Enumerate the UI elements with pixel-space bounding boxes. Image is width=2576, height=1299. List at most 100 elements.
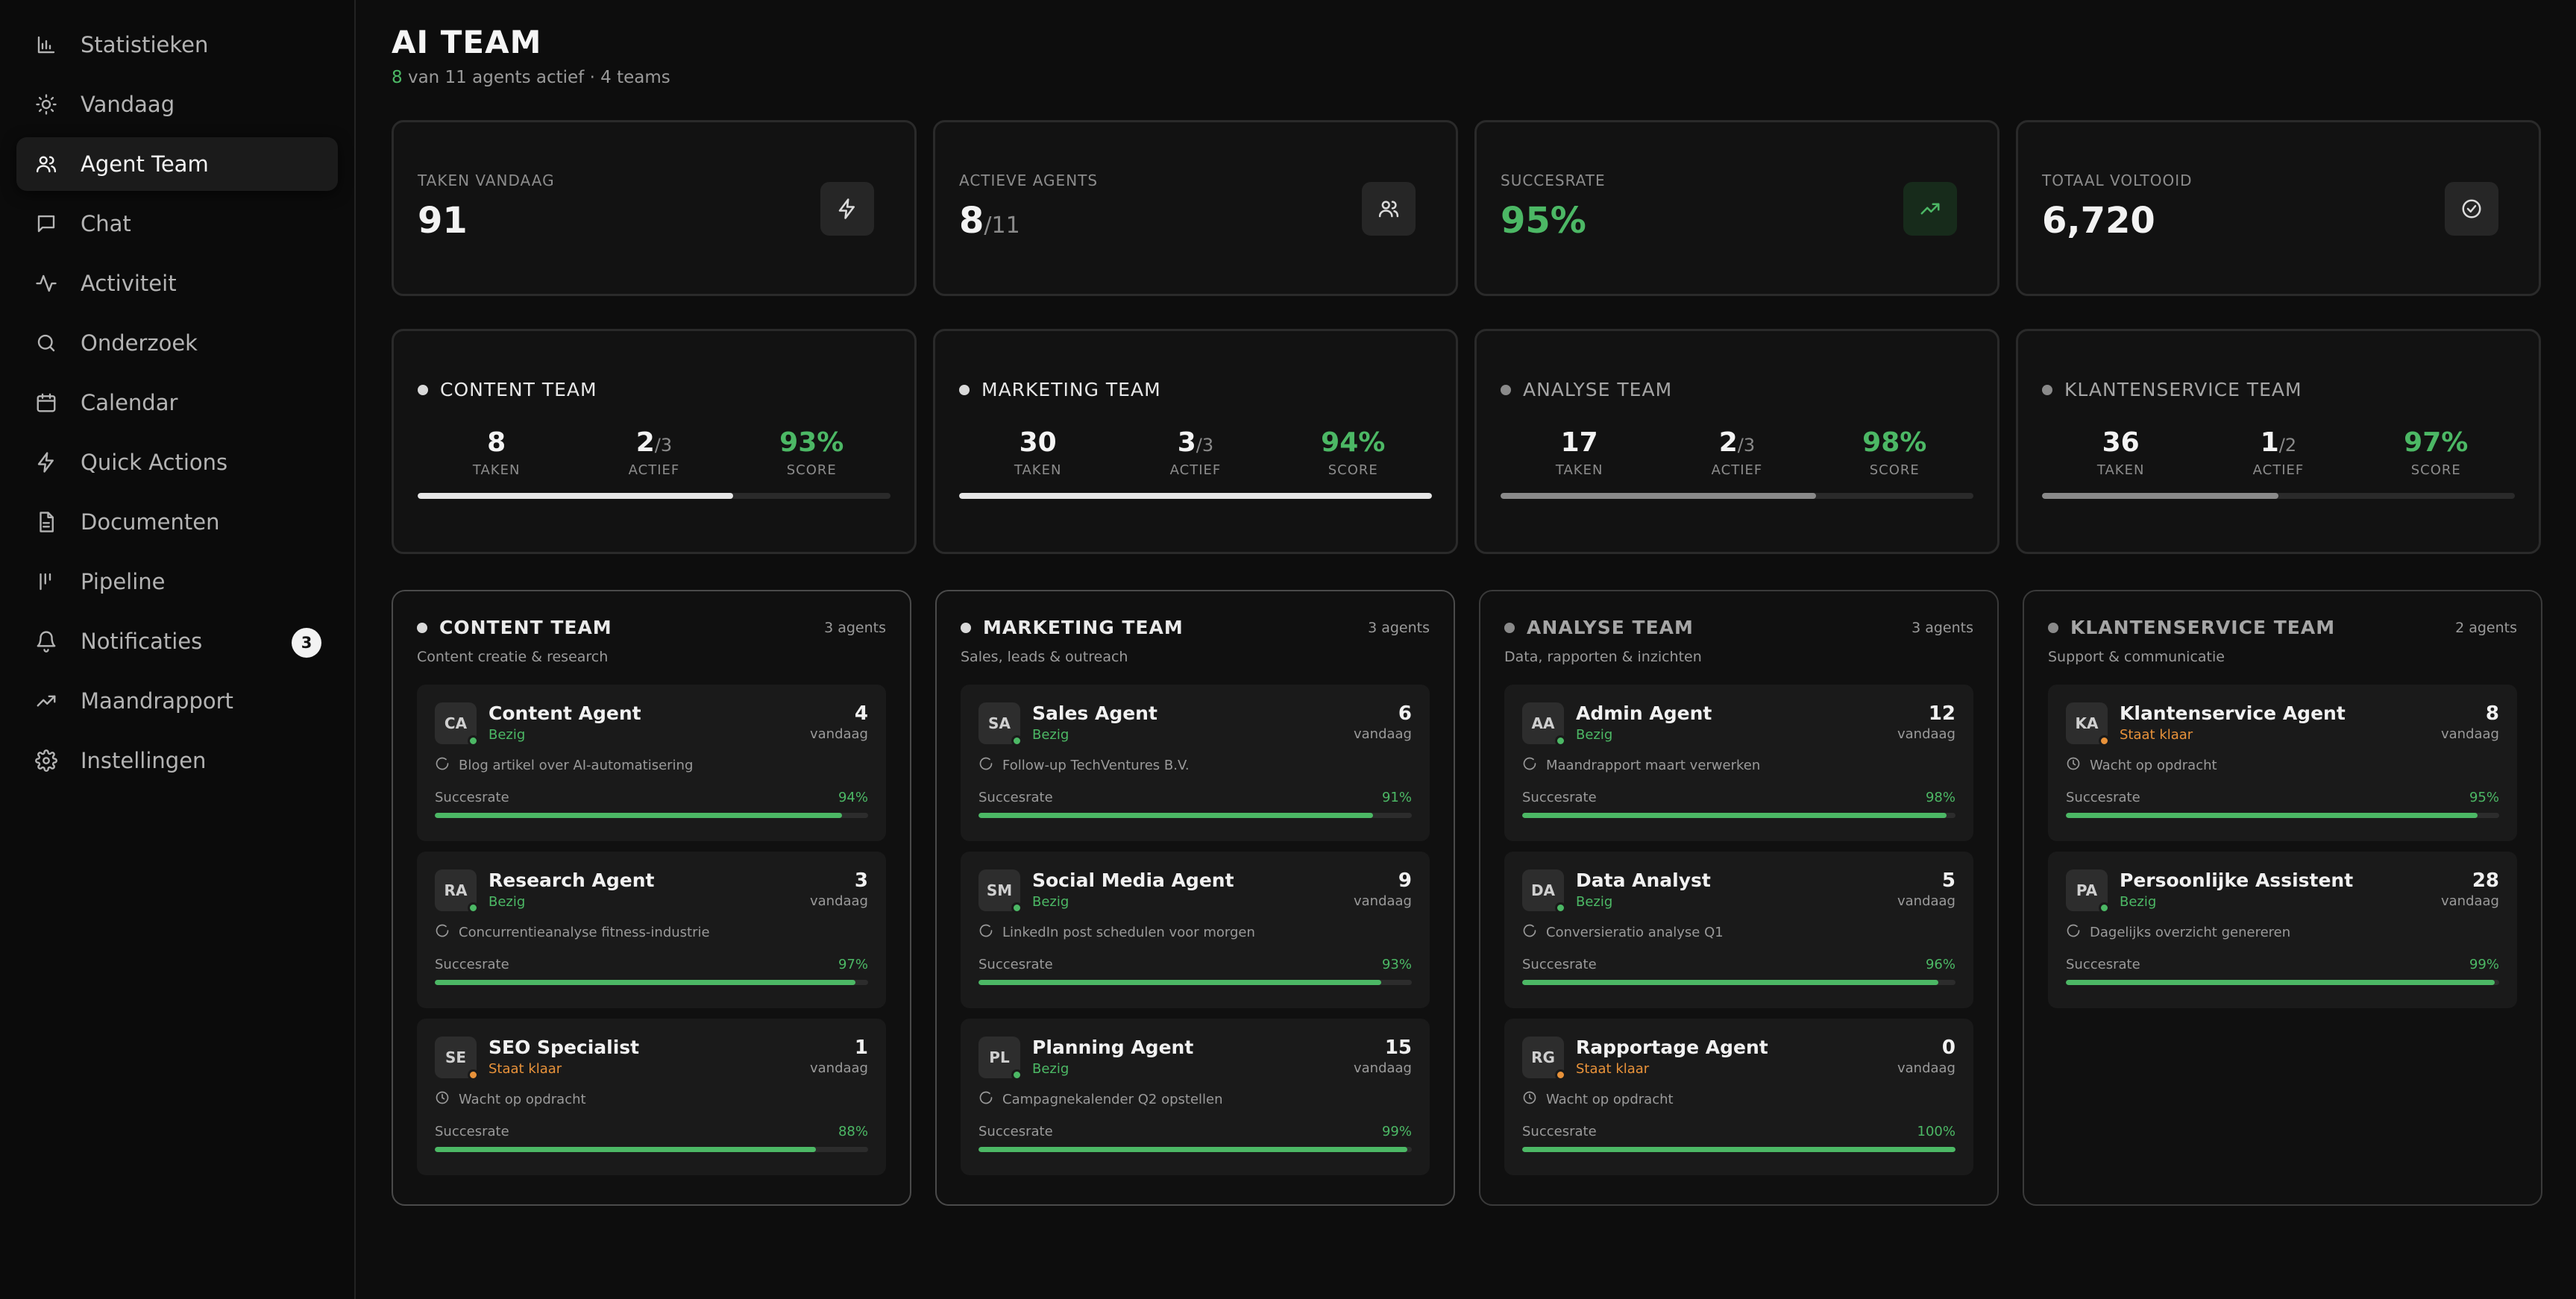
- agent-name: Persoonlijke Assistent: [2120, 869, 2354, 891]
- spinner-icon: [1522, 923, 1546, 942]
- success-rate-bar: [1522, 813, 1955, 818]
- agent-info: Social Media Agent Bezig: [1032, 869, 1234, 911]
- metric-taken: 17 TAKEN: [1501, 427, 1658, 478]
- agent-card-rapportage-agent[interactable]: RG Rapportage Agent Staat klaar 0 vandaag Wac…: [1504, 1019, 1973, 1175]
- metric-actief: 1/2 ACTIEF: [2199, 427, 2357, 478]
- agent-task-count: 0 vandaag: [1897, 1037, 1955, 1078]
- metric-actief-label: ACTIEF: [1169, 462, 1222, 478]
- agent-count-label: vandaag: [809, 726, 868, 742]
- team-summary-header: KLANTENSERVICE TEAM: [2042, 379, 2515, 400]
- team-summary-analyse-team[interactable]: ANALYSE TEAM 17 TAKEN 2/3 ACTIEF 98% SCORE: [1474, 329, 1999, 554]
- sidebar-item-activiteit[interactable]: Activiteit: [16, 257, 338, 310]
- agent-success-rate: Succesrate 94%: [435, 790, 868, 805]
- agent-info: Rapportage Agent Staat klaar: [1576, 1037, 1768, 1078]
- agent-card-top: AA Admin Agent Bezig 12 vandaag: [1522, 702, 1955, 746]
- bolt-icon: [820, 182, 874, 236]
- success-rate-value: 95%: [2469, 790, 2499, 805]
- metric-score-label: SCORE: [786, 462, 837, 478]
- sun-icon: [34, 92, 58, 116]
- agent-card-content-agent[interactable]: CA Content Agent Bezig 4 vandaag Blog artikel…: [417, 685, 886, 841]
- agent-count-label: vandaag: [1897, 726, 1955, 742]
- team-column-title: KLANTENSERVICE TEAM: [2048, 617, 2335, 638]
- team-status-dot: [418, 384, 428, 395]
- sidebar-item-agent-team[interactable]: Agent Team: [16, 137, 338, 191]
- spinner-icon: [978, 1090, 1002, 1109]
- stat-value: 95%: [1501, 200, 1973, 242]
- agent-status: Bezig: [1032, 894, 1069, 910]
- agent-card-top: SA Sales Agent Bezig 6 vandaag: [978, 702, 1412, 746]
- agent-name: Rapportage Agent: [1576, 1037, 1768, 1058]
- agent-task-count: 6 vandaag: [1354, 702, 1412, 744]
- team-summary-marketing-team[interactable]: MARKETING TEAM 30 TAKEN 3/3 ACTIEF 94% SCORE: [933, 329, 1458, 554]
- sidebar-item-notificaties[interactable]: Notificaties 3: [16, 614, 338, 668]
- sidebar-item-calendar[interactable]: Calendar: [16, 376, 338, 430]
- team-column-title: ANALYSE TEAM: [1504, 617, 1694, 638]
- stat-label: TOTAAL VOLTOOID: [2042, 172, 2193, 189]
- status-dot: [2099, 902, 2110, 913]
- stat-value: 91: [418, 200, 890, 242]
- activity-icon: [34, 271, 58, 295]
- team-description: Content creatie & research: [417, 649, 609, 665]
- agent-task-count: 28 vandaag: [2441, 869, 2499, 911]
- success-rate-value: 96%: [1925, 957, 1955, 972]
- success-rate-fill: [435, 980, 855, 985]
- agent-task-count: 12 vandaag: [1897, 702, 1955, 744]
- sidebar-item-label: Quick Actions: [81, 450, 228, 475]
- sidebar-item-statistieken[interactable]: Statistieken: [16, 18, 338, 72]
- agent-count-label: vandaag: [809, 1060, 868, 1076]
- gear-icon: [34, 749, 58, 773]
- agent-current-task: Wacht op opdracht: [2066, 756, 2499, 775]
- agent-card-social-media-agent[interactable]: SM Social Media Agent Bezig 9 vandaag LinkedI…: [961, 852, 1430, 1008]
- bolt-icon: [34, 450, 58, 474]
- agent-card-seo-specialist[interactable]: SE SEO Specialist Staat klaar 1 vandaag Wacht…: [417, 1019, 886, 1175]
- agent-card-admin-agent[interactable]: AA Admin Agent Bezig 12 vandaag Maandrapport …: [1504, 685, 1973, 841]
- agent-count-value: 9: [1398, 869, 1412, 892]
- agent-success-rate: Succesrate 99%: [978, 1124, 1412, 1139]
- agent-current-task: Dagelijks overzicht genereren: [2066, 923, 2499, 942]
- sidebar-item-vandaag[interactable]: Vandaag: [16, 78, 338, 131]
- success-rate-label: Succesrate: [435, 1124, 509, 1139]
- metric-score-value: 98%: [1862, 427, 1927, 458]
- sidebar-item-instellingen[interactable]: Instellingen: [16, 734, 338, 787]
- active-agents-count: 8: [392, 68, 403, 87]
- team-summary-row: CONTENT TEAM 8 TAKEN 2/3 ACTIEF 93% SCORE MARKE…: [392, 329, 2542, 554]
- sidebar-item-chat[interactable]: Chat: [16, 197, 338, 251]
- team-metrics: 17 TAKEN 2/3 ACTIEF 98% SCORE: [1501, 427, 1973, 478]
- spinner-icon: [978, 923, 1002, 942]
- team-summary-content-team[interactable]: CONTENT TEAM 8 TAKEN 2/3 ACTIEF 93% SCORE: [392, 329, 917, 554]
- agent-card-top: DA Data Analyst Bezig 5 vandaag: [1522, 869, 1955, 913]
- avatar: SE: [435, 1037, 479, 1081]
- sidebar-item-onderzoek[interactable]: Onderzoek: [16, 316, 338, 370]
- agent-count-value: 3: [854, 869, 868, 892]
- team-column-name: MARKETING TEAM: [983, 617, 1184, 638]
- success-rate-fill: [978, 980, 1382, 985]
- agent-info: SEO Specialist Staat klaar: [489, 1037, 639, 1078]
- agent-card-planning-agent[interactable]: PL Planning Agent Bezig 15 vandaag Campagneka…: [961, 1019, 1430, 1175]
- sidebar-item-maandrapport[interactable]: Maandrapport: [16, 674, 338, 728]
- team-metrics: 8 TAKEN 2/3 ACTIEF 93% SCORE: [418, 427, 890, 478]
- agent-card-klantenservice-agent[interactable]: KA Klantenservice Agent Staat klaar 8 vandaa…: [2048, 685, 2517, 841]
- team-summary-klantenservice-team[interactable]: KLANTENSERVICE TEAM 36 TAKEN 1/2 ACTIEF 97% SC…: [2016, 329, 2541, 554]
- agent-count-value: 5: [1941, 869, 1955, 892]
- status-dot: [1011, 902, 1022, 913]
- stat-card-taken-vandaag: TAKEN VANDAAG 91: [392, 120, 917, 296]
- agent-task-text: Concurrentieanalyse fitness-industrie: [459, 925, 710, 940]
- sidebar-item-documenten[interactable]: Documenten: [16, 495, 338, 549]
- team-progress-fill: [418, 493, 733, 499]
- agent-card-sales-agent[interactable]: SA Sales Agent Bezig 6 vandaag Follow-up Tech…: [961, 685, 1430, 841]
- metric-actief-value: 2/3: [1658, 427, 1815, 458]
- agent-card-top: RG Rapportage Agent Staat klaar 0 vandaag: [1522, 1037, 1955, 1081]
- avatar-initials: KA: [2075, 714, 2099, 732]
- agent-name: Content Agent: [489, 702, 641, 724]
- sidebar-item-quick-actions[interactable]: Quick Actions: [16, 435, 338, 489]
- agent-card-data-analyst[interactable]: DA Data Analyst Bezig 5 vandaag Conversierati…: [1504, 852, 1973, 1008]
- sidebar-item-label: Instellingen: [81, 748, 207, 773]
- agent-card-persoonlijke-assistent[interactable]: PA Persoonlijke Assistent Bezig 28 vandaag Da…: [2048, 852, 2517, 1008]
- success-rate-bar: [435, 980, 868, 985]
- success-rate-bar: [435, 813, 868, 818]
- team-column-klantenservice-team: KLANTENSERVICE TEAM 2 agents Support & com…: [2023, 590, 2542, 1206]
- sidebar-item-pipeline[interactable]: Pipeline: [16, 555, 338, 608]
- agent-card-research-agent[interactable]: RA Research Agent Bezig 3 vandaag Concurrenti…: [417, 852, 886, 1008]
- stat-value-number: 95%: [1501, 200, 1586, 242]
- agent-success-rate: Succesrate 100%: [1522, 1124, 1955, 1139]
